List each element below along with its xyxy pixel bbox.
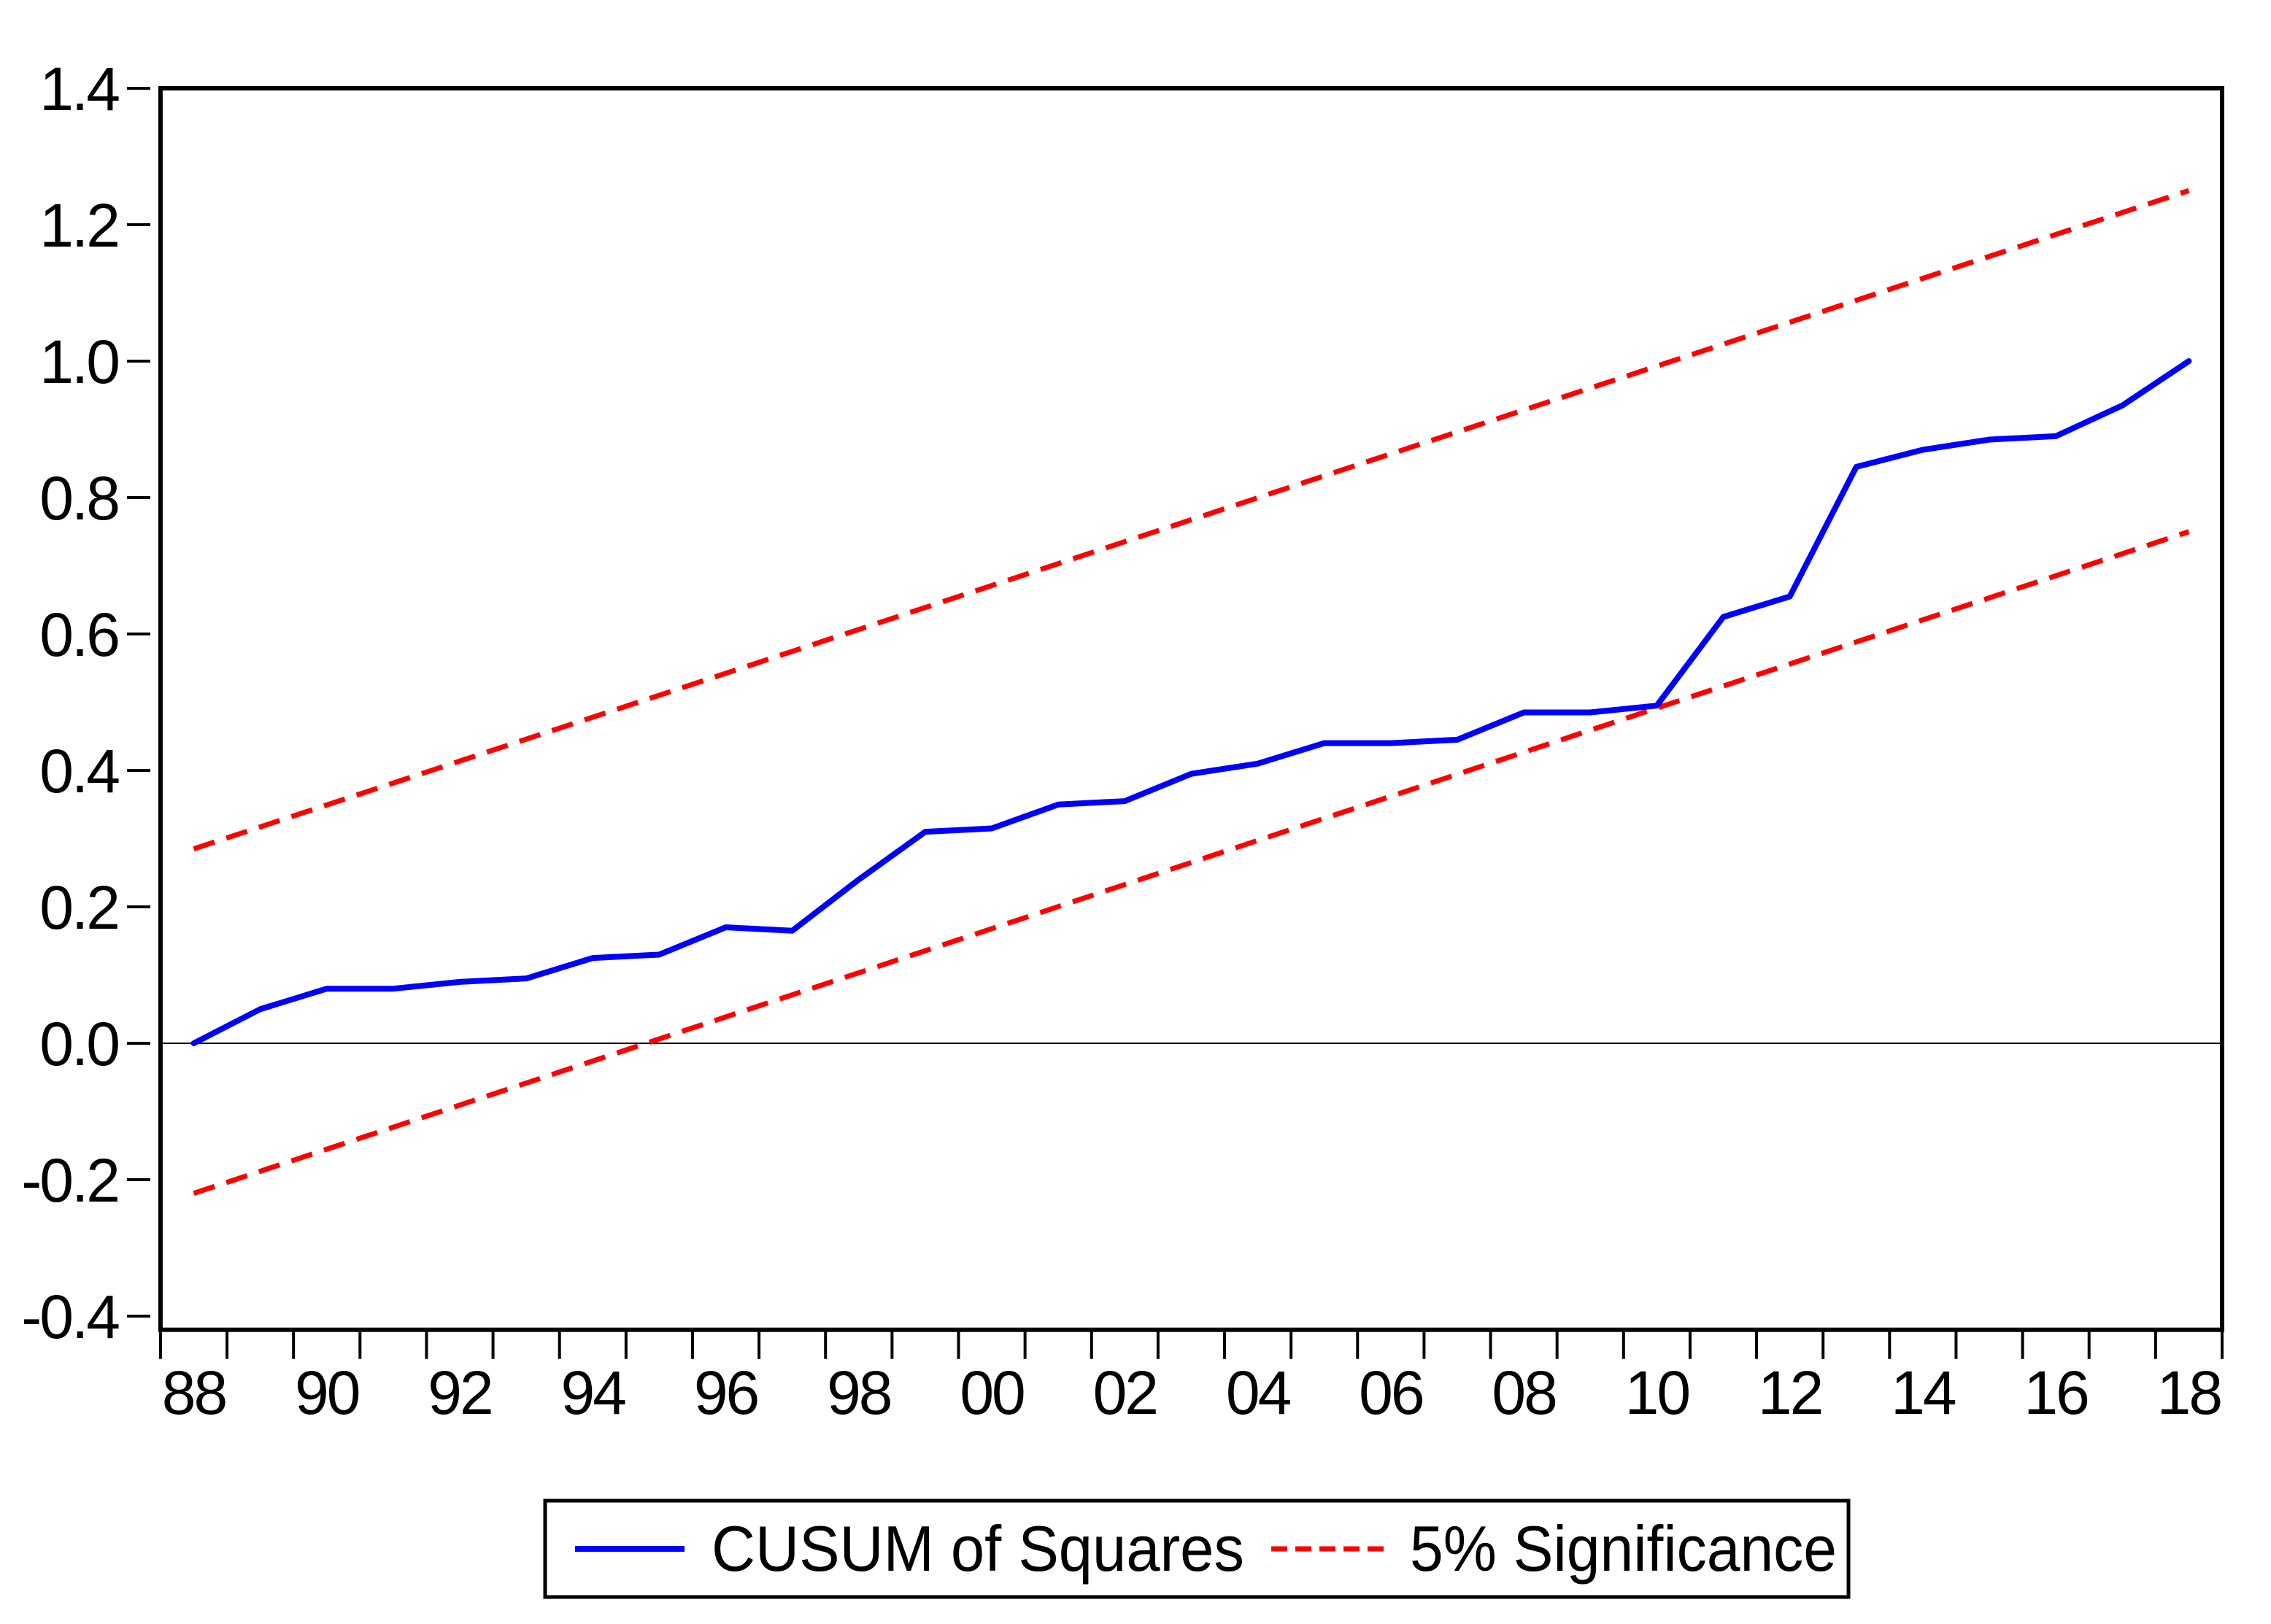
y-axis-tick-label: 0.6 <box>39 600 118 669</box>
y-axis-tick-label: 1.0 <box>39 328 118 396</box>
x-axis-tick-label: 14 <box>1891 1358 1956 1427</box>
y-axis-tick-label: -0.2 <box>21 1146 118 1215</box>
plot-box <box>158 86 2224 1332</box>
x-axis-tick-label: 94 <box>561 1358 626 1427</box>
legend-significance-label: 5% Significance <box>1410 1512 1837 1585</box>
significance-upper-line <box>193 187 2190 851</box>
x-axis-tick-label: 10 <box>1625 1358 1689 1427</box>
x-axis-tick-label: 04 <box>1226 1358 1291 1427</box>
x-axis-tick-label: 98 <box>827 1358 891 1427</box>
legend: CUSUM of Squares 5% Significance <box>543 1499 1851 1599</box>
x-axis-tick-label: 08 <box>1492 1358 1556 1427</box>
x-axis-tick-label: 12 <box>1758 1358 1821 1427</box>
y-axis-tick-label: 0.8 <box>39 464 118 533</box>
y-axis-tick-label: -0.4 <box>21 1283 119 1351</box>
legend-box <box>543 1499 1851 1599</box>
y-axis-tick-label: 0.0 <box>39 1010 118 1078</box>
x-axis-tick-label: 88 <box>162 1358 226 1427</box>
x-axis-tick-label: 90 <box>295 1358 359 1427</box>
y-axis-tick-label: 0.2 <box>39 873 118 942</box>
x-axis-tick-label: 18 <box>2157 1358 2221 1427</box>
y-axis-tick-label: 1.4 <box>39 55 119 123</box>
significance-lower-line <box>193 529 2190 1196</box>
x-axis-tick-label: 16 <box>2024 1358 2088 1427</box>
x-axis-tick-label: 00 <box>960 1358 1024 1427</box>
y-axis-tick-label: 0.4 <box>39 737 119 805</box>
y-axis-tick-label: 1.2 <box>39 191 118 260</box>
x-axis-tick-label: 02 <box>1093 1358 1157 1427</box>
x-axis-tick-label: 96 <box>694 1358 758 1427</box>
cusum-of-squares-line <box>190 358 2192 1046</box>
legend-cusum-label: CUSUM of Squares <box>712 1512 1244 1585</box>
x-axis-tick-label: 92 <box>428 1358 491 1427</box>
x-axis-tick-label: 06 <box>1359 1358 1423 1427</box>
